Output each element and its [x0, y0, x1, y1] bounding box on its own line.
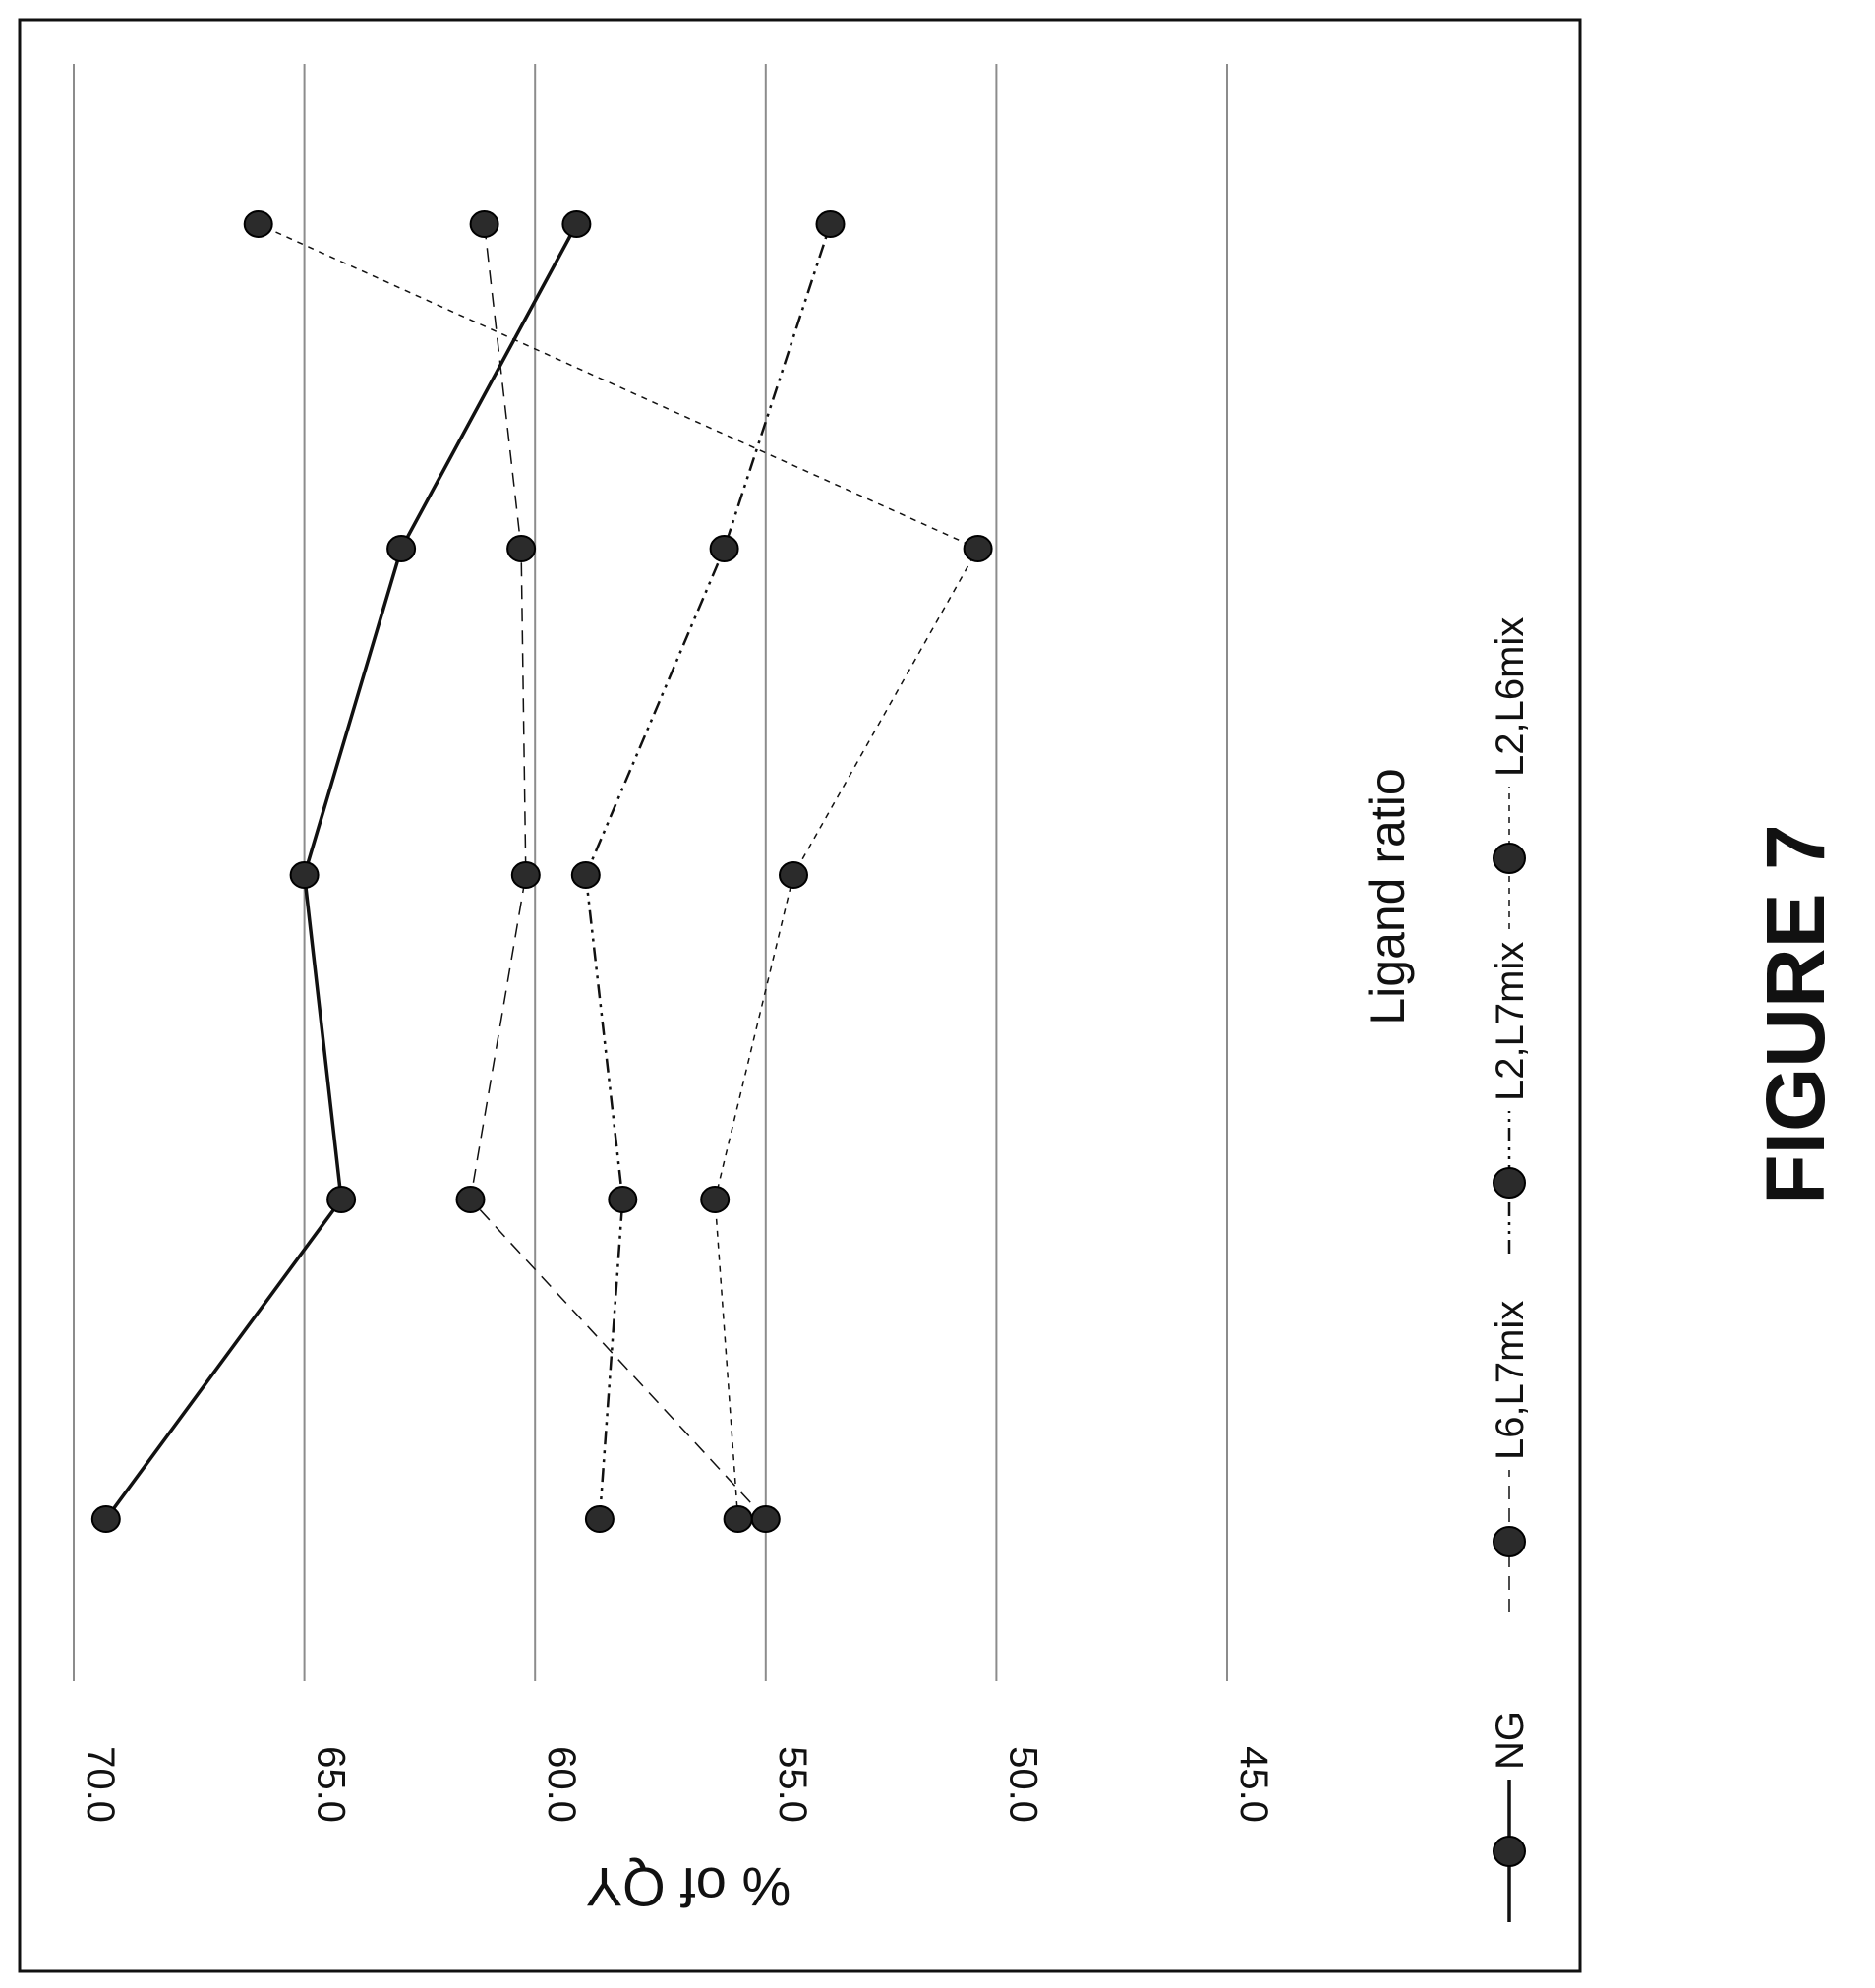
data-point — [609, 1187, 636, 1212]
data-point — [817, 211, 845, 237]
data-point — [512, 862, 540, 888]
data-point — [291, 862, 319, 888]
series-line — [259, 224, 978, 1519]
y-tick-label: 60.0 — [540, 1746, 583, 1823]
data-point — [507, 536, 535, 561]
chart-frame — [20, 20, 1580, 1971]
legend-entry: L6,L7mix — [1489, 1301, 1532, 1612]
data-point — [780, 862, 807, 888]
y-tick-label: 45.0 — [1232, 1746, 1275, 1823]
data-point — [586, 1506, 614, 1532]
legend: NG L6,L7mix L2,L7mix L2,L6mix — [1489, 617, 1532, 1922]
series-layer — [92, 211, 992, 1532]
data-point — [327, 1187, 355, 1212]
legend-marker — [1494, 1837, 1525, 1866]
data-point — [245, 211, 272, 237]
data-point — [701, 1187, 729, 1212]
y-tick-label: 55.0 — [771, 1746, 814, 1823]
figure-label: FIGURE 7 — [1749, 824, 1842, 1204]
data-point — [965, 536, 992, 561]
legend-marker — [1494, 1168, 1525, 1198]
legend-label: L2,L6mix — [1489, 617, 1532, 777]
legend-marker — [1494, 1527, 1525, 1556]
data-point — [725, 1506, 752, 1532]
data-point — [562, 211, 590, 237]
legend-entry: L2,L6mix — [1489, 617, 1532, 929]
data-point — [752, 1506, 780, 1532]
y-tick-label: 65.0 — [310, 1746, 353, 1823]
data-point — [92, 1506, 120, 1532]
data-point — [457, 1187, 485, 1212]
y-axis-ticks: 70.0 65.0 60.0 55.0 50.0 45.0 — [79, 1746, 1275, 1823]
data-point — [471, 211, 498, 237]
legend-entry: L2,L7mix — [1489, 942, 1532, 1254]
data-point — [387, 536, 415, 561]
y-axis-label: % of QY — [586, 1856, 791, 1918]
legend-label: L2,L7mix — [1489, 942, 1532, 1101]
y-tick-label: 70.0 — [79, 1746, 122, 1823]
legend-marker — [1494, 844, 1525, 873]
legend-entry: NG — [1489, 1711, 1532, 1922]
gridlines — [74, 64, 1227, 1681]
y-tick-label: 50.0 — [1001, 1746, 1044, 1823]
legend-label: NG — [1489, 1711, 1532, 1770]
series-l2-l6mix — [245, 211, 992, 1532]
data-point — [572, 862, 600, 888]
data-point — [711, 536, 738, 561]
legend-label: L6,L7mix — [1489, 1301, 1532, 1460]
x-axis-label: Ligand ratio — [1360, 768, 1415, 1024]
series-l6-l7mix — [457, 211, 780, 1532]
